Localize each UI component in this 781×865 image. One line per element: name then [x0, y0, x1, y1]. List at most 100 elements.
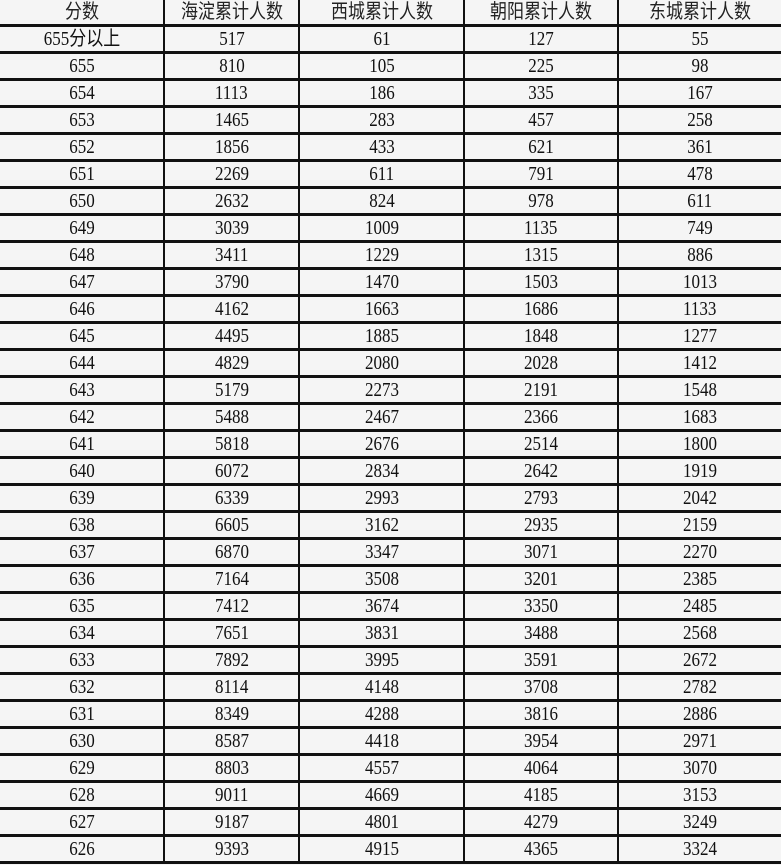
table-row: 632 8114 4148 3708 2782 — [0, 673, 781, 702]
cell-dongcheng: 2672 — [617, 646, 781, 675]
cell-value: 6605 — [214, 514, 249, 536]
cell-haidian: 6605 — [163, 511, 300, 540]
table-row: 649 3039 1009 1135 749 — [0, 214, 781, 243]
table-row: 631 8349 4288 3816 2886 — [0, 700, 781, 729]
cell-haidian: 9393 — [163, 835, 300, 864]
cell-xicheng: 2834 — [298, 457, 465, 486]
cell-dongcheng: 749 — [617, 214, 781, 243]
cell-value: 3201 — [524, 568, 558, 590]
cell-value: 637 — [68, 541, 95, 563]
cell-haidian: 5179 — [163, 376, 300, 405]
cell-chaoyang: 3350 — [463, 592, 619, 621]
table-row: 654 1113 186 335 167 — [0, 79, 781, 108]
cell-value: 517 — [218, 28, 245, 50]
cell-value: 810 — [218, 55, 245, 77]
header-label: 西城累计人数 — [330, 1, 433, 23]
cell-dongcheng: 55 — [617, 25, 781, 54]
cell-value: 1412 — [683, 352, 717, 374]
cell-value: 635 — [68, 595, 95, 617]
table-row: 651 2269 611 791 478 — [0, 160, 781, 189]
cell-value: 433 — [368, 136, 395, 158]
cell-score: 637 — [0, 538, 165, 567]
cell-score: 651 — [0, 160, 165, 189]
header-row: 分数 海淀累计人数 西城累计人数 朝阳累计人数 东城累计人数 — [0, 0, 781, 27]
table-row: 626 9393 4915 4365 3324 — [0, 835, 781, 864]
cell-value: 3995 — [364, 649, 399, 671]
cell-value: 632 — [68, 676, 95, 698]
cell-value: 4829 — [214, 352, 249, 374]
cell-chaoyang: 4185 — [463, 781, 619, 810]
cell-value: 9187 — [214, 811, 249, 833]
cell-score: 641 — [0, 430, 165, 459]
cell-dongcheng: 2971 — [617, 727, 781, 756]
cell-chaoyang: 335 — [463, 79, 619, 108]
table-row: 648 3411 1229 1315 886 — [0, 241, 781, 270]
cell-xicheng: 1009 — [298, 214, 465, 243]
cell-value: 3674 — [364, 595, 399, 617]
cell-chaoyang: 1135 — [463, 214, 619, 243]
cell-value: 655 — [68, 55, 95, 77]
cell-dongcheng: 478 — [617, 160, 781, 189]
cell-value: 2632 — [214, 190, 249, 212]
cell-value: 8587 — [214, 730, 249, 752]
cell-value: 1885 — [364, 325, 399, 347]
table-row: 652 1856 433 621 361 — [0, 133, 781, 162]
table-row: 629 8803 4557 4064 3070 — [0, 754, 781, 783]
cell-dongcheng: 3070 — [617, 754, 781, 783]
cell-value: 3350 — [524, 595, 558, 617]
cell-chaoyang: 3816 — [463, 700, 619, 729]
cell-score: 626 — [0, 835, 165, 864]
cell-value: 9011 — [214, 784, 249, 806]
cell-chaoyang: 1315 — [463, 241, 619, 270]
cell-value: 225 — [528, 55, 554, 77]
cell-value: 8803 — [214, 757, 249, 779]
cell-xicheng: 824 — [298, 187, 465, 216]
cell-value: 1113 — [215, 82, 248, 104]
cell-xicheng: 1470 — [298, 268, 465, 297]
cell-xicheng: 2993 — [298, 484, 465, 513]
cell-dongcheng: 2485 — [617, 592, 781, 621]
cell-value: 335 — [528, 82, 554, 104]
cell-dongcheng: 258 — [617, 106, 781, 135]
table-row: 650 2632 824 978 611 — [0, 187, 781, 216]
cell-chaoyang: 3488 — [463, 619, 619, 648]
table-row: 653 1465 283 457 258 — [0, 106, 781, 135]
cell-value: 640 — [68, 460, 95, 482]
cell-value: 645 — [68, 325, 95, 347]
cell-score: 632 — [0, 673, 165, 702]
cell-value: 457 — [528, 109, 554, 131]
cell-haidian: 7164 — [163, 565, 300, 594]
cell-value: 653 — [68, 109, 95, 131]
cell-score: 644 — [0, 349, 165, 378]
cell-value: 3816 — [524, 703, 558, 725]
cell-haidian: 8803 — [163, 754, 300, 783]
cell-dongcheng: 167 — [617, 79, 781, 108]
cell-value: 8114 — [214, 676, 249, 698]
cell-score: 630 — [0, 727, 165, 756]
cell-xicheng: 4915 — [298, 835, 465, 864]
cell-xicheng: 2676 — [298, 430, 465, 459]
cell-value: 1800 — [683, 433, 717, 455]
cell-value: 644 — [68, 352, 95, 374]
cell-score: 642 — [0, 403, 165, 432]
header-chaoyang: 朝阳累计人数 — [463, 0, 619, 27]
cell-chaoyang: 2366 — [463, 403, 619, 432]
header-dongcheng: 东城累计人数 — [617, 0, 781, 27]
header-xicheng: 西城累计人数 — [298, 0, 465, 27]
table-row: 645 4495 1885 1848 1277 — [0, 322, 781, 351]
cell-dongcheng: 2886 — [617, 700, 781, 729]
cell-value: 630 — [68, 730, 95, 752]
cell-value: 4185 — [524, 784, 558, 806]
cell-value: 655分以上 — [43, 28, 120, 50]
cell-value: 646 — [68, 298, 95, 320]
cell-value: 2971 — [683, 730, 717, 752]
cell-xicheng: 105 — [298, 52, 465, 81]
cell-haidian: 4829 — [163, 349, 300, 378]
cell-value: 1229 — [364, 244, 399, 266]
cell-value: 2485 — [683, 595, 717, 617]
cell-value: 629 — [68, 757, 95, 779]
cell-value: 1009 — [364, 217, 399, 239]
cell-chaoyang: 791 — [463, 160, 619, 189]
cell-value: 2191 — [524, 379, 558, 401]
cell-xicheng: 2273 — [298, 376, 465, 405]
